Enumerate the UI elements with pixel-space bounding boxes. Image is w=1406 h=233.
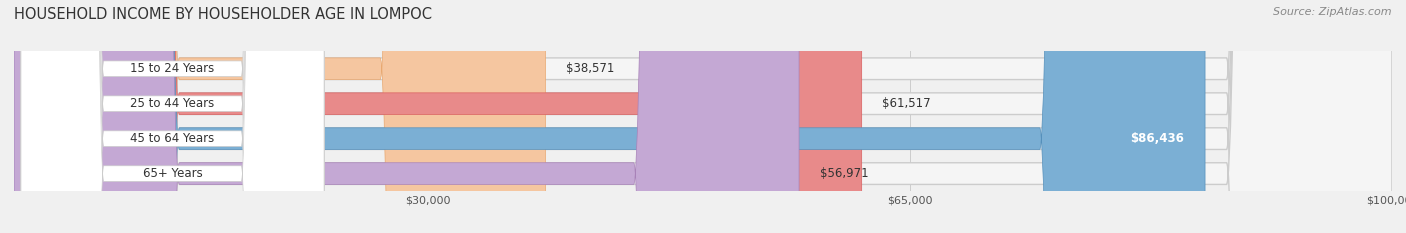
Text: $38,571: $38,571	[567, 62, 614, 75]
FancyBboxPatch shape	[14, 0, 1392, 233]
FancyBboxPatch shape	[14, 0, 862, 233]
Text: Source: ZipAtlas.com: Source: ZipAtlas.com	[1274, 7, 1392, 17]
Text: 15 to 24 Years: 15 to 24 Years	[131, 62, 215, 75]
FancyBboxPatch shape	[14, 0, 1392, 233]
Text: HOUSEHOLD INCOME BY HOUSEHOLDER AGE IN LOMPOC: HOUSEHOLD INCOME BY HOUSEHOLDER AGE IN L…	[14, 7, 432, 22]
FancyBboxPatch shape	[14, 0, 1205, 233]
Text: 25 to 44 Years: 25 to 44 Years	[131, 97, 215, 110]
FancyBboxPatch shape	[21, 0, 325, 233]
Text: $86,436: $86,436	[1130, 132, 1184, 145]
Text: 45 to 64 Years: 45 to 64 Years	[131, 132, 215, 145]
FancyBboxPatch shape	[14, 0, 799, 233]
FancyBboxPatch shape	[21, 0, 325, 233]
FancyBboxPatch shape	[21, 0, 325, 233]
FancyBboxPatch shape	[14, 0, 1392, 233]
FancyBboxPatch shape	[21, 0, 325, 233]
FancyBboxPatch shape	[14, 0, 546, 233]
Text: $56,971: $56,971	[820, 167, 869, 180]
Text: 65+ Years: 65+ Years	[142, 167, 202, 180]
FancyBboxPatch shape	[14, 0, 1392, 233]
Text: $61,517: $61,517	[883, 97, 931, 110]
